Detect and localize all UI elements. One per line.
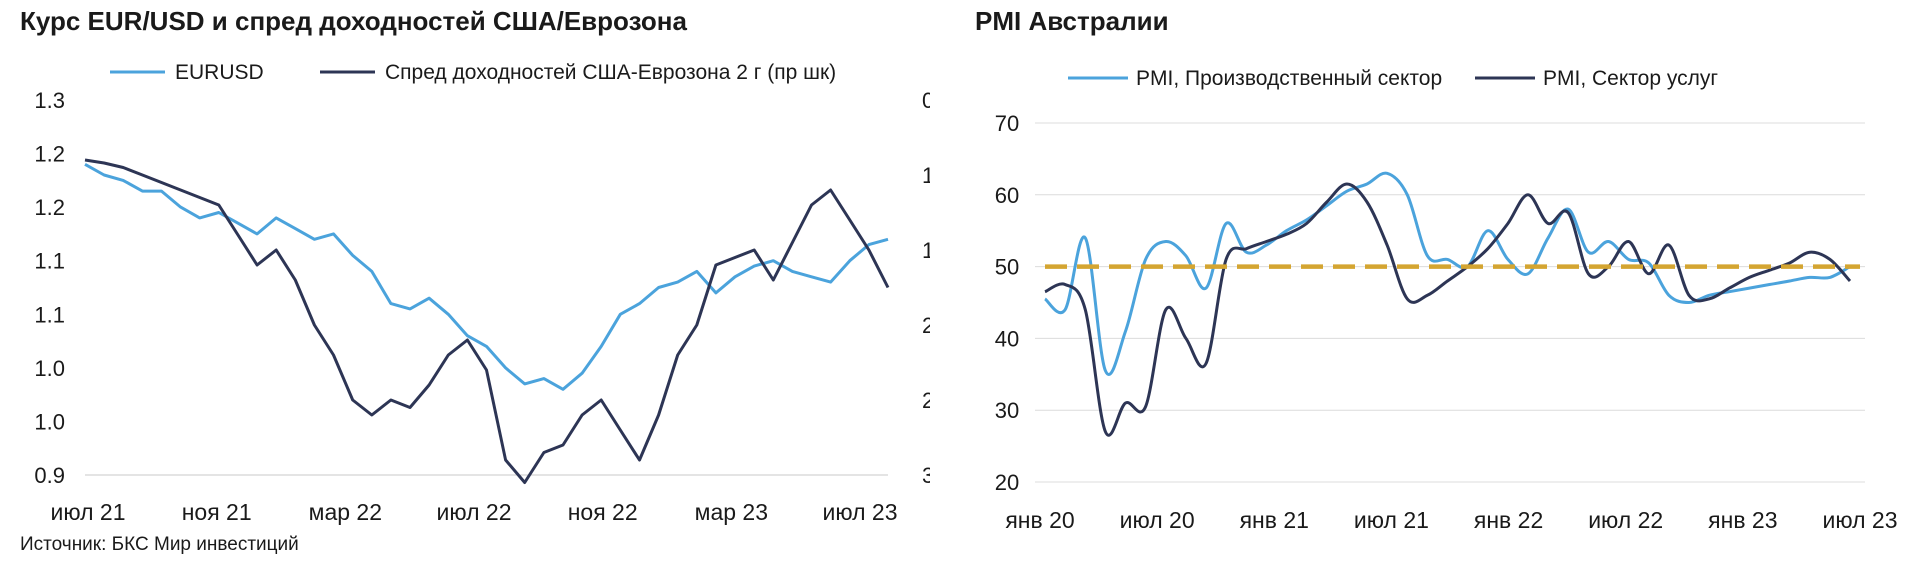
x-tick: янв 21 [1240,507,1309,530]
y-tick-right: 0.5 [922,88,930,113]
y-tick-left: 1.1 [34,249,65,274]
x-tick: июл 23 [823,499,898,525]
legend-label: PMI, Производственный сектор [1136,67,1442,90]
chart-title-left: Курс EUR/USD и спред доходностей США/Евр… [20,6,687,36]
legend-label: PMI, Сектор услуг [1543,67,1718,90]
y-tick-left: 1.1 [34,302,65,327]
y-tick-left: 1.0 [34,409,65,434]
y-tick-right: 3 [922,463,930,488]
y-tick-left: 1.3 [34,88,65,113]
eurusd-spread-chart: 1.3 1.2 1.2 1.1 1.1 1.0 1.0 0.9 0.5 1 1.5 2 2.5 3 июл … [34,61,930,525]
y-tick-left: 1.2 [34,195,65,220]
y-tick: 60 [995,183,1019,208]
x-tick: мар 22 [309,499,382,525]
y-tick-right: 1 [922,163,930,188]
y-tick: 70 [995,111,1019,136]
x-tick: ноя 22 [568,499,638,525]
x-tick: ноя 21 [182,499,252,525]
y-tick-right: 2 [922,313,930,338]
legend-label: EURUSD [175,61,264,84]
series-line-spread [84,158,890,484]
y-tick-right: 1.5 [922,238,930,263]
y-tick-right: 2.5 [922,388,930,413]
legend-label: Спред доходностей США-Еврозона 2 г (пр ш… [385,61,836,84]
y-tick: 20 [995,470,1019,495]
series-line-services [1044,182,1852,437]
x-tick: янв 22 [1474,507,1543,530]
x-tick: июл 21 [1354,507,1429,530]
y-tick: 40 [995,326,1019,351]
y-tick-left: 1.0 [34,356,65,381]
x-tick: мар 23 [695,499,768,525]
x-tick: июл 22 [1588,507,1663,530]
x-tick: янв 20 [1005,507,1074,530]
y-tick: 50 [995,255,1019,280]
source-note: Источник: БКС Мир инвестиций [20,534,299,555]
x-tick: июл 23 [1823,507,1898,530]
y-tick-left: 0.9 [34,463,65,488]
series-line-manufacturing [1044,171,1851,376]
x-tick: июл 20 [1120,507,1195,530]
pmi-australia-chart: 70 60 50 40 30 20 янв 20 июл 20 янв 21 июл 21 янв … [995,67,1898,530]
y-tick: 30 [995,398,1019,423]
chart-title-right: PMI Австралии [975,6,1169,36]
series-line-eurusd [84,162,889,391]
x-tick: июл 22 [437,499,512,525]
x-tick: июл 21 [51,499,126,525]
y-tick-left: 1.2 [34,142,65,167]
x-tick: янв 23 [1708,507,1777,530]
